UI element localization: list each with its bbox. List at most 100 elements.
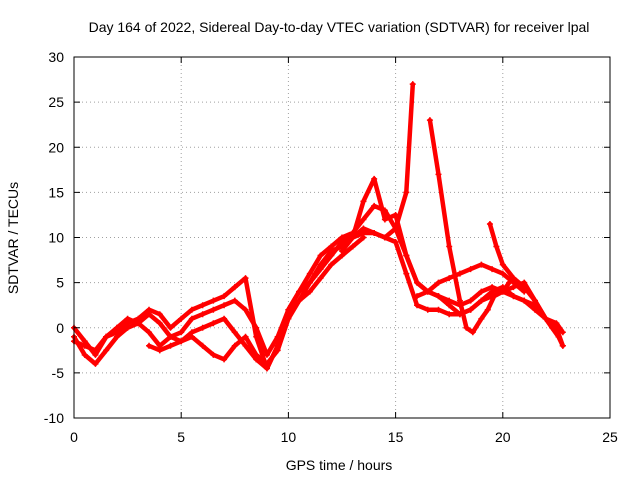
data-point — [210, 351, 217, 358]
data-point — [124, 324, 131, 331]
data-point — [521, 288, 528, 295]
data-point — [242, 275, 249, 282]
data-point — [242, 342, 249, 349]
data-point — [435, 293, 442, 300]
data-point — [510, 279, 517, 286]
data-point — [188, 333, 195, 340]
data-point — [188, 315, 195, 322]
data-point — [92, 351, 99, 358]
y-tick-label: 5 — [56, 275, 64, 291]
data-point — [414, 293, 421, 300]
data-point — [178, 338, 185, 345]
x-tick-label: 25 — [602, 429, 618, 445]
y-tick-label: 0 — [56, 320, 64, 336]
data-point — [469, 329, 476, 336]
x-tick-label: 20 — [495, 429, 511, 445]
data-point — [456, 297, 463, 304]
series-layer — [71, 81, 566, 372]
data-point — [167, 342, 174, 349]
data-point — [231, 329, 238, 336]
x-tick-label: 0 — [70, 429, 78, 445]
data-point — [414, 302, 421, 309]
data-point — [317, 252, 324, 259]
data-point — [542, 315, 549, 322]
data-point — [231, 284, 238, 291]
data-point — [328, 243, 335, 250]
data-point — [360, 216, 367, 223]
data-point — [317, 266, 324, 273]
data-point — [349, 243, 356, 250]
data-point — [199, 302, 206, 309]
data-point — [559, 329, 566, 336]
data-point — [178, 329, 185, 336]
data-point — [381, 234, 388, 241]
data-point — [446, 275, 453, 282]
data-point — [371, 175, 378, 182]
data-point — [491, 293, 498, 300]
data-point — [446, 311, 453, 318]
data-point — [92, 360, 99, 367]
data-point — [242, 306, 249, 313]
data-point — [199, 324, 206, 331]
data-point — [559, 342, 566, 349]
data-point — [424, 306, 431, 313]
data-point — [463, 324, 470, 331]
data-point — [146, 329, 153, 336]
y-tick-label: 30 — [48, 49, 64, 65]
data-point — [274, 347, 281, 354]
data-point — [103, 347, 110, 354]
y-tick-label: 10 — [48, 230, 64, 246]
data-point — [188, 306, 195, 313]
data-point — [403, 252, 410, 259]
data-point — [210, 320, 217, 327]
data-point — [521, 297, 528, 304]
data-point — [484, 306, 491, 313]
data-point — [328, 261, 335, 268]
data-point — [435, 306, 442, 313]
y-tick-label: -10 — [44, 410, 64, 426]
data-point — [499, 261, 506, 268]
data-point — [349, 234, 356, 241]
y-axis-label: SDTVAR / TECUs — [5, 182, 21, 294]
data-point — [242, 333, 249, 340]
data-point — [371, 202, 378, 209]
x-axis-label: GPS time / hours — [286, 457, 393, 473]
data-point — [178, 315, 185, 322]
data-point — [435, 279, 442, 286]
data-point — [409, 81, 416, 88]
data-point — [285, 315, 292, 322]
data-point — [306, 270, 313, 277]
data-point — [253, 324, 260, 331]
data-point — [81, 338, 88, 345]
data-point — [553, 320, 560, 327]
series-sat-e — [339, 176, 566, 335]
x-tick-label: 15 — [388, 429, 404, 445]
data-point — [435, 171, 442, 178]
data-point — [296, 297, 303, 304]
data-point — [446, 297, 453, 304]
data-point — [328, 252, 335, 259]
data-point — [221, 356, 228, 363]
data-point — [156, 347, 163, 354]
data-point — [306, 279, 313, 286]
data-point — [317, 275, 324, 282]
data-point — [446, 243, 453, 250]
ticks: 0 5 10 15 20 25 -10 -5 0 5 10 15 20 25 30 — [44, 49, 618, 445]
data-point — [199, 311, 206, 318]
data-point — [381, 216, 388, 223]
data-point — [221, 302, 228, 309]
data-point — [146, 311, 153, 318]
data-point — [167, 333, 174, 340]
chart-title: Day 164 of 2022, Sidereal Day-to-day VTE… — [89, 19, 590, 35]
data-point — [403, 189, 410, 196]
data-point — [478, 288, 485, 295]
data-point — [489, 284, 496, 291]
data-point — [467, 266, 474, 273]
data-point — [296, 288, 303, 295]
data-point — [489, 266, 496, 273]
data-point — [103, 333, 110, 340]
data-point — [499, 288, 506, 295]
series-sat-c — [71, 230, 566, 371]
data-point — [156, 311, 163, 318]
